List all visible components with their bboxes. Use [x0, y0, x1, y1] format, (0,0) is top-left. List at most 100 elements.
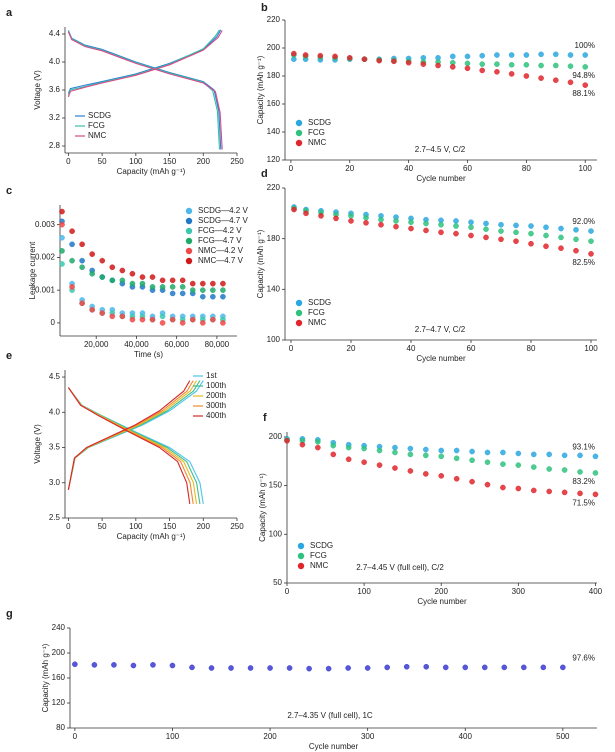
y-tick-label: 50	[273, 578, 282, 587]
data-point	[79, 300, 85, 307]
y-tick-label: 4.0	[49, 407, 61, 416]
legend-label: NMC—4.7 V	[198, 256, 244, 265]
y-tick-label: 200	[269, 432, 283, 441]
data-point	[530, 487, 537, 494]
data-point	[462, 664, 469, 671]
data-point	[515, 485, 522, 492]
data-point	[210, 280, 216, 287]
data-point	[484, 481, 491, 488]
x-tick-label: 200	[197, 157, 211, 166]
data-point	[528, 223, 534, 229]
x-axis-label: Capacity (mAh g⁻¹)	[117, 532, 186, 541]
legend-label: NMC	[310, 561, 328, 570]
data-point	[306, 665, 312, 672]
data-point	[284, 437, 290, 444]
data-point	[200, 280, 206, 287]
data-point	[169, 284, 176, 290]
data-point	[538, 51, 544, 58]
x-tick-label: 20	[347, 344, 356, 353]
legend-label: 1st	[206, 371, 217, 380]
data-point	[210, 316, 216, 323]
x-tick-label: 60	[463, 164, 472, 173]
data-point	[111, 662, 117, 668]
x-tick-label: 500	[556, 732, 570, 741]
legend-label: NMC	[308, 318, 326, 327]
data-point	[228, 665, 234, 671]
data-point	[393, 218, 399, 224]
data-point	[200, 287, 206, 293]
data-point	[69, 241, 75, 248]
data-point	[119, 267, 126, 274]
data-point	[453, 230, 459, 237]
data-point	[423, 663, 430, 670]
data-point	[577, 452, 583, 459]
data-point	[515, 450, 522, 457]
data-point	[423, 220, 429, 227]
data-point	[468, 232, 474, 239]
data-point	[392, 465, 398, 471]
data-point	[449, 64, 456, 70]
data-point	[159, 313, 166, 320]
data-point	[179, 320, 186, 326]
end-label: 71.5%	[572, 498, 595, 507]
data-point	[149, 284, 156, 290]
legend-label: 300th	[206, 401, 226, 410]
data-point	[378, 216, 384, 223]
data-point	[438, 447, 445, 454]
data-point	[423, 227, 429, 234]
condition-note: 2.7–4.7 V, C/2	[415, 325, 466, 334]
y-tick-label: 3.0	[49, 478, 61, 487]
data-point	[498, 221, 504, 228]
y-tick-label: 0.003	[35, 220, 56, 229]
data-point	[378, 221, 384, 228]
data-point	[592, 453, 599, 460]
end-label: 100%	[575, 41, 595, 50]
data-point	[109, 264, 116, 271]
data-point	[481, 664, 488, 671]
data-point	[109, 313, 116, 320]
x-tick-label: 100	[166, 732, 180, 741]
data-point	[139, 274, 146, 280]
data-point	[391, 58, 397, 65]
y-axis-label: Voltage (V)	[33, 70, 42, 110]
data-point	[286, 665, 293, 671]
x-tick-label: 200	[263, 732, 277, 741]
data-point	[384, 664, 390, 671]
data-point	[291, 206, 297, 213]
data-point	[361, 445, 367, 452]
data-point	[407, 451, 414, 458]
data-point	[139, 316, 146, 323]
x-tick-label: 50	[98, 157, 107, 166]
data-point	[59, 248, 65, 254]
data-point	[521, 664, 527, 671]
x-tick-label: 40,000	[124, 340, 149, 349]
y-tick-label: 120	[267, 155, 281, 164]
data-point	[508, 62, 515, 68]
data-point	[523, 52, 530, 58]
legend-label: FCG	[308, 308, 325, 317]
data-point	[479, 61, 486, 67]
x-tick-label: 200	[435, 587, 449, 596]
data-point	[345, 444, 352, 451]
data-point	[408, 219, 414, 225]
data-point	[150, 662, 156, 668]
data-point	[546, 488, 552, 495]
x-axis-label: Cycle number	[417, 597, 467, 606]
x-tick-label: 400	[589, 587, 603, 596]
data-point	[582, 82, 589, 88]
legend-label: SCDG	[308, 118, 331, 127]
data-point	[91, 662, 98, 668]
data-point	[438, 221, 444, 228]
y-tick-label: 100	[269, 529, 283, 538]
end-label: 93.1%	[572, 442, 595, 451]
legend-label: FCG	[308, 128, 325, 137]
x-tick-label: 300	[512, 587, 526, 596]
data-point	[129, 280, 136, 287]
legend-swatch	[295, 139, 303, 147]
data-point	[405, 59, 412, 66]
data-point	[59, 208, 65, 215]
data-point	[361, 56, 368, 63]
data-point	[558, 225, 564, 232]
data-point	[494, 61, 500, 67]
data-point	[479, 52, 486, 59]
